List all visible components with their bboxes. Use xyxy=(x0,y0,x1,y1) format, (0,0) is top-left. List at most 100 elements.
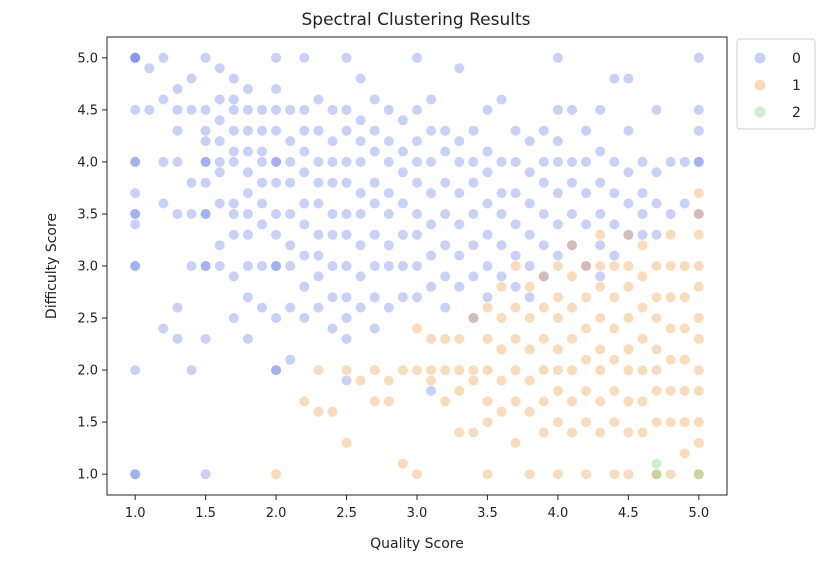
scatter-point-cluster-0 xyxy=(538,156,549,167)
scatter-point-cluster-0 xyxy=(130,52,141,63)
scatter-point-cluster-0 xyxy=(552,219,563,230)
scatter-point-cluster-0 xyxy=(496,156,507,167)
scatter-point-cluster-1 xyxy=(679,354,690,365)
legend: 0 1 2 xyxy=(736,38,816,130)
scatter-point-cluster-1 xyxy=(383,396,394,407)
scatter-point-cluster-0 xyxy=(172,302,183,313)
scatter-point-cluster-1 xyxy=(693,438,704,448)
scatter-point-cluster-0 xyxy=(482,198,493,209)
scatter-point-cluster-0 xyxy=(538,271,549,282)
scatter-point-cluster-0 xyxy=(228,73,239,84)
scatter-point-cluster-0 xyxy=(341,229,352,240)
scatter-point-cluster-0 xyxy=(496,271,507,282)
scatter-point-cluster-0 xyxy=(257,198,267,209)
scatter-point-cluster-1 xyxy=(651,469,662,480)
scatter-point-cluster-1 xyxy=(665,354,676,365)
scatter-point-cluster-0 xyxy=(158,323,169,334)
scatter-point-cluster-0 xyxy=(327,261,338,271)
scatter-point-cluster-0 xyxy=(271,313,282,323)
scatter-point-cluster-1 xyxy=(637,271,648,282)
scatter-point-cluster-0 xyxy=(440,177,451,188)
scatter-point-cluster-0 xyxy=(651,167,662,178)
scatter-point-cluster-0 xyxy=(665,156,676,167)
scatter-point-cluster-0 xyxy=(242,146,253,157)
scatter-point-cluster-0 xyxy=(397,167,408,178)
scatter-point-cluster-1 xyxy=(609,354,620,365)
scatter-point-cluster-0 xyxy=(510,156,521,167)
scatter-point-cluster-0 xyxy=(595,146,606,157)
x-axis: 1.0 1.5 2.0 2.5 3.0 3.5 4.0 4.5 5.0 xyxy=(125,495,709,521)
scatter-point-cluster-1 xyxy=(440,365,451,376)
scatter-point-cluster-0 xyxy=(130,261,141,271)
scatter-point-cluster-0 xyxy=(172,156,183,167)
scatter-point-cluster-0 xyxy=(651,198,662,209)
scatter-point-cluster-0 xyxy=(468,271,479,282)
scatter-point-cluster-1 xyxy=(510,396,521,407)
scatter-point-cluster-0 xyxy=(327,292,338,303)
scatter-point-cluster-1 xyxy=(595,396,606,407)
scatter-point-cluster-1 xyxy=(665,469,676,480)
scatter-point-cluster-1 xyxy=(538,271,549,282)
scatter-point-cluster-1 xyxy=(397,365,408,376)
scatter-point-cluster-0 xyxy=(637,209,648,219)
scatter-point-cluster-1 xyxy=(510,333,521,344)
scatter-point-cluster-0 xyxy=(299,146,310,157)
scatter-point-cluster-0 xyxy=(285,156,296,167)
scatter-point-cluster-0 xyxy=(271,229,282,240)
scatter-point-cluster-0 xyxy=(552,156,563,167)
scatter-point-cluster-1 xyxy=(454,365,465,376)
scatter-point-cluster-1 xyxy=(524,375,535,386)
scatter-point-cluster-0 xyxy=(609,219,620,230)
scatter-point-cluster-0 xyxy=(482,104,493,115)
scatter-point-cluster-0 xyxy=(693,52,704,63)
scatter-point-cluster-1 xyxy=(581,261,592,271)
scatter-point-cluster-0 xyxy=(552,52,563,63)
scatter-point-cluster-1 xyxy=(679,292,690,303)
scatter-point-cluster-1 xyxy=(693,209,704,219)
scatter-point-cluster-0 xyxy=(482,146,493,157)
scatter-point-cluster-1 xyxy=(341,438,352,448)
scatter-point-cluster-0 xyxy=(482,292,493,303)
scatter-point-cluster-0 xyxy=(242,229,253,240)
scatter-point-cluster-0 xyxy=(355,73,366,84)
scatter-point-cluster-0 xyxy=(482,167,493,178)
scatter-point-cluster-0 xyxy=(186,261,197,271)
legend-label-cluster-0: 0 xyxy=(792,51,801,67)
scatter-point-cluster-0 xyxy=(482,229,493,240)
scatter-point-cluster-1 xyxy=(665,292,676,303)
scatter-point-cluster-1 xyxy=(567,302,577,313)
scatter-point-cluster-1 xyxy=(468,375,479,386)
scatter-point-cluster-0 xyxy=(130,104,141,115)
scatter-point-cluster-1 xyxy=(651,313,662,323)
scatter-point-cluster-0 xyxy=(299,52,310,63)
scatter-point-cluster-1 xyxy=(552,365,563,376)
scatter-point-cluster-1 xyxy=(693,313,704,323)
scatter-point-cluster-1 xyxy=(651,365,662,376)
scatter-point-cluster-0 xyxy=(186,104,197,115)
scatter-point-cluster-0 xyxy=(186,177,197,188)
scatter-point-cluster-0 xyxy=(552,250,563,261)
scatter-point-cluster-0 xyxy=(679,156,690,167)
scatter-point-cluster-0 xyxy=(186,73,197,84)
scatter-point-cluster-1 xyxy=(665,417,676,428)
scatter-point-cluster-0 xyxy=(693,209,704,219)
scatter-point-cluster-1 xyxy=(637,427,648,438)
legend-label-cluster-2: 2 xyxy=(792,105,801,121)
scatter-point-cluster-0 xyxy=(426,281,437,292)
scatter-point-cluster-1 xyxy=(693,333,704,344)
scatter-point-cluster-0 xyxy=(200,209,211,219)
scatter-point-cluster-0 xyxy=(355,188,366,199)
scatter-point-cluster-0 xyxy=(637,156,648,167)
scatter-point-cluster-0 xyxy=(426,156,437,167)
scatter-point-cluster-0 xyxy=(341,156,352,167)
scatter-point-cluster-1 xyxy=(440,333,451,344)
scatter-point-cluster-1 xyxy=(609,417,620,428)
scatter-point-cluster-1 xyxy=(482,396,493,407)
scatter-point-cluster-0 xyxy=(299,313,310,323)
scatter-point-cluster-0 xyxy=(355,209,366,219)
scatter-point-cluster-0 xyxy=(693,125,704,136)
y-axis-label: Difficulty Score xyxy=(44,213,60,319)
x-tick-label: 2.0 xyxy=(266,506,287,521)
scatter-point-cluster-0 xyxy=(397,261,408,271)
